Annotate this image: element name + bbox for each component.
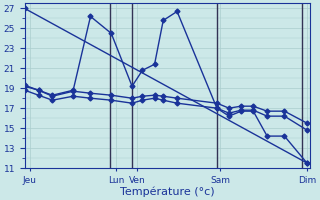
X-axis label: Température (°c): Température (°c) (120, 186, 215, 197)
